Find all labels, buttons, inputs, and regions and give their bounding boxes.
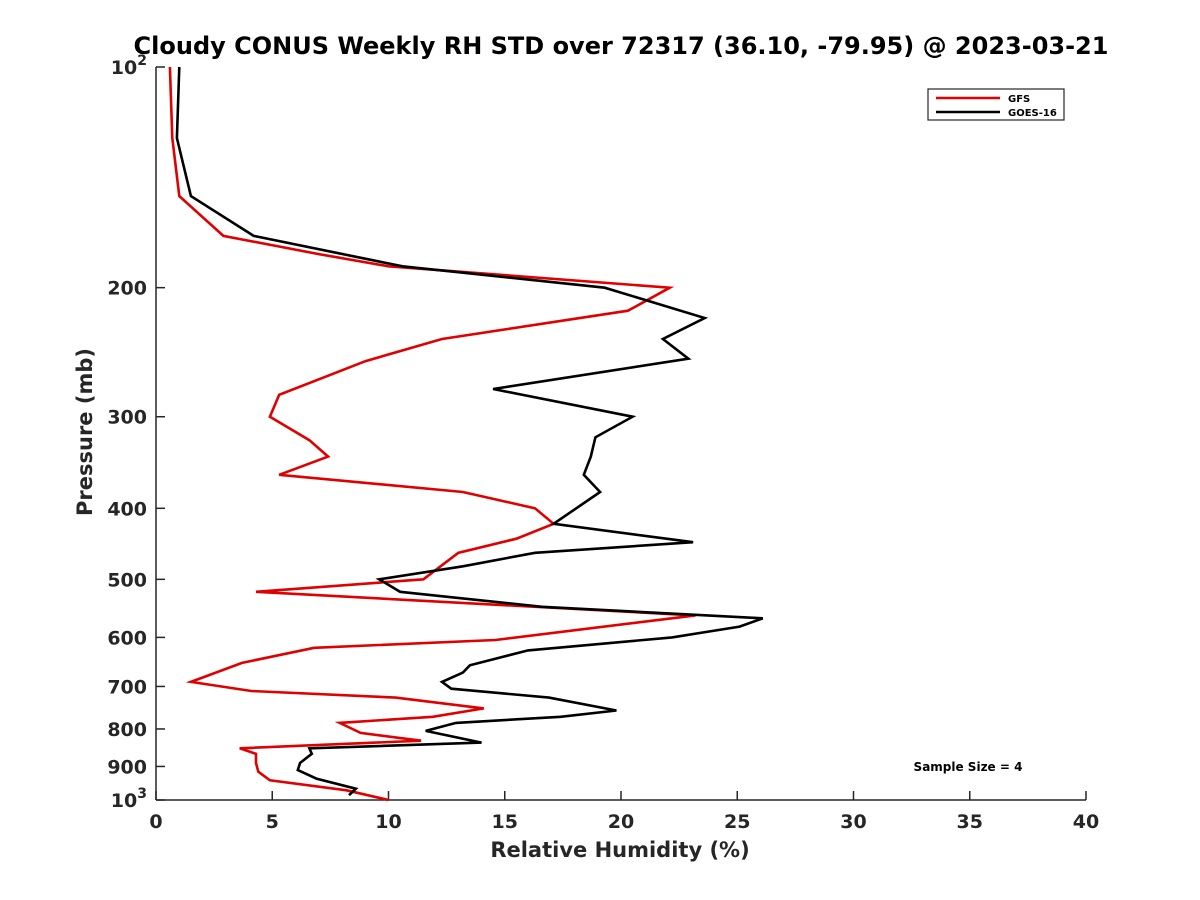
x-tick-label: 25 (724, 811, 750, 833)
legend: GFS GOES-16 (927, 88, 1065, 121)
x-tick-label: 5 (266, 811, 279, 833)
legend-label: GFS (1008, 94, 1030, 105)
x-tick-label: 30 (840, 811, 866, 833)
y-tick-label: 800 (107, 719, 147, 741)
y-tick-label: 300 (107, 407, 147, 429)
x-tick-label: 40 (1073, 811, 1099, 833)
y-tick-label: 700 (107, 676, 147, 698)
series-line-gfs (168, 66, 696, 802)
x-tick-label: 0 (149, 811, 162, 833)
sample-size-annotation: Sample Size = 4 (914, 760, 1023, 774)
x-axis-label: Relative Humidity (%) (490, 838, 749, 862)
y-tick-label: 200 (107, 278, 147, 300)
y-tick-label: 400 (107, 498, 147, 520)
x-tick-label: 15 (492, 811, 518, 833)
legend-box (927, 88, 1065, 121)
y-tick-label: 600 (107, 627, 147, 649)
y-axis: 102 200 300 400 500 600 700 800 900 103 (107, 53, 165, 812)
legend-label: GOES-16 (1008, 108, 1057, 119)
plot-area (155, 67, 1086, 801)
y-tick-label: 500 (107, 569, 147, 591)
x-tick-label: 20 (608, 811, 634, 833)
x-tick-label: 10 (375, 811, 401, 833)
y-tick-label: 103 (111, 786, 147, 812)
x-axis: 0 5 10 15 20 25 30 35 40 (149, 791, 1099, 833)
data-series (168, 66, 764, 802)
x-tick-label: 35 (957, 811, 983, 833)
chart-title: Cloudy CONUS Weekly RH STD over 72317 (3… (134, 32, 1109, 60)
y-tick-label: 102 (111, 53, 147, 79)
y-tick-label: 900 (107, 756, 147, 778)
y-axis-label: Pressure (mb) (73, 348, 97, 516)
series-line-goes-16 (175, 66, 764, 797)
